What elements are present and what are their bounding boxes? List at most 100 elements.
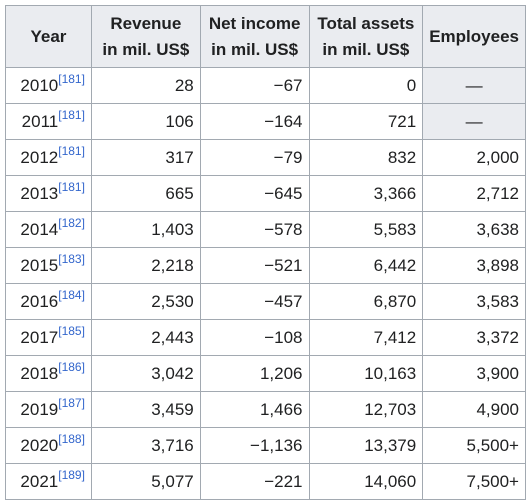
revenue-cell: 1,403 — [90, 211, 201, 248]
year-value: 2011 — [21, 111, 59, 131]
table-row: 2021[189] 5,077 −221 14,060 7,500+ — [5, 463, 526, 500]
year-cell: 2014[182] — [5, 211, 92, 248]
financials-table: Year Revenue in mil. US$ Net income in mil. … — [5, 5, 526, 500]
year-cell: 2019[187] — [5, 391, 92, 428]
employees-cell: 2,000 — [422, 139, 526, 176]
year-value: 2019 — [20, 399, 59, 419]
year-cell: 2017[185] — [5, 319, 92, 356]
net-income-cell: −1,136 — [199, 427, 310, 464]
total-assets-cell: 0 — [308, 67, 424, 104]
employees-cell: 4,900 — [422, 391, 526, 428]
citation-link[interactable]: [181] — [58, 71, 85, 86]
table-row: 2013[181] 665 −645 3,366 2,712 — [5, 175, 526, 212]
employees-cell: 3,638 — [422, 211, 526, 248]
citation-link[interactable]: [184] — [58, 287, 85, 302]
header-label: Net income — [208, 13, 301, 33]
year-cell: 2016[184] — [5, 283, 92, 320]
header-label: Revenue — [110, 13, 182, 33]
citation-link[interactable]: [189] — [58, 467, 85, 482]
year-cell: 2015[183] — [5, 247, 92, 284]
year-value: 2014 — [20, 219, 59, 239]
revenue-header: Revenue in mil. US$ — [90, 5, 201, 68]
table-row: 2018[186] 3,042 1,206 10,163 3,900 — [5, 355, 526, 392]
net-income-cell: −645 — [199, 175, 310, 212]
header-label: in mil. US$ — [211, 39, 299, 59]
citation-ref: [181] — [58, 72, 85, 86]
revenue-cell: 3,459 — [90, 391, 201, 428]
revenue-cell: 28 — [90, 67, 201, 104]
header-label: Year — [30, 26, 67, 46]
citation-link[interactable]: [181] — [58, 143, 85, 158]
total-assets-cell: 5,583 — [308, 211, 424, 248]
citation-link[interactable]: [187] — [58, 395, 85, 410]
year-cell: 2012[181] — [5, 139, 92, 176]
citation-link[interactable]: [188] — [58, 431, 85, 446]
citation-link[interactable]: [181] — [58, 179, 85, 194]
table-row: 2019[187] 3,459 1,466 12,703 4,900 — [5, 391, 526, 428]
year-value: 2018 — [20, 363, 59, 383]
citation-link[interactable]: [186] — [58, 359, 85, 374]
net-income-cell: −578 — [199, 211, 310, 248]
citation-ref: [185] — [58, 324, 85, 338]
table-body: 2010[181] 28 −67 0—2011[181] 106 −164 721—2012… — [5, 67, 526, 500]
revenue-cell: 2,218 — [90, 247, 201, 284]
table-row: 2010[181] 28 −67 0— — [5, 67, 526, 104]
header-label: in mil. US$ — [322, 39, 410, 59]
table-row: 2016[184] 2,530 −457 6,870 3,583 — [5, 283, 526, 320]
year-value: 2020 — [20, 435, 59, 455]
employees-cell: 3,583 — [422, 283, 526, 320]
year-value: 2010 — [20, 75, 59, 95]
year-cell: 2020[188] — [5, 427, 92, 464]
total-assets-cell: 10,163 — [308, 355, 424, 392]
citation-ref: [184] — [58, 288, 85, 302]
year-cell: 2010[181] — [5, 67, 92, 104]
header-label: in mil. US$ — [102, 39, 190, 59]
net-income-cell: −164 — [199, 103, 310, 140]
table-row: 2014[182] 1,403 −578 5,583 3,638 — [5, 211, 526, 248]
citation-ref: [189] — [58, 468, 85, 482]
table-row: 2020[188] 3,716 −1,136 13,379 5,500+ — [5, 427, 526, 464]
total-assets-header: Total assets in mil. US$ — [308, 5, 424, 68]
revenue-cell: 317 — [90, 139, 201, 176]
year-value: 2017 — [20, 327, 59, 347]
year-cell: 2011[181] — [5, 103, 92, 140]
employees-cell: 2,712 — [422, 175, 526, 212]
citation-ref: [182] — [58, 216, 85, 230]
header-label: Total assets — [317, 13, 415, 33]
year-value: 2013 — [20, 183, 59, 203]
citation-link[interactable]: [183] — [58, 251, 85, 266]
citation-link[interactable]: [181] — [58, 107, 85, 122]
net-income-cell: −457 — [199, 283, 310, 320]
employees-header: Employees — [422, 5, 526, 68]
total-assets-cell: 6,442 — [308, 247, 424, 284]
total-assets-cell: 832 — [308, 139, 424, 176]
table-row: 2011[181] 106 −164 721— — [5, 103, 526, 140]
employees-cell: 3,900 — [422, 355, 526, 392]
year-cell: 2018[186] — [5, 355, 92, 392]
citation-ref: [181] — [58, 180, 85, 194]
net-income-cell: −221 — [199, 463, 310, 500]
total-assets-cell: 14,060 — [308, 463, 424, 500]
year-value: 2012 — [20, 147, 59, 167]
revenue-cell: 2,443 — [90, 319, 201, 356]
employees-cell: — — [422, 67, 526, 104]
citation-ref: [186] — [58, 360, 85, 374]
citation-ref: [181] — [58, 108, 85, 122]
net-income-cell: −108 — [199, 319, 310, 356]
total-assets-cell: 12,703 — [308, 391, 424, 428]
citation-ref: [187] — [58, 396, 85, 410]
total-assets-cell: 3,366 — [308, 175, 424, 212]
table-row: 2017[185] 2,443 −108 7,412 3,372 — [5, 319, 526, 356]
revenue-cell: 3,716 — [90, 427, 201, 464]
year-value: 2021 — [20, 471, 59, 491]
citation-ref: [183] — [58, 252, 85, 266]
citation-link[interactable]: [182] — [58, 215, 85, 230]
net-income-cell: −67 — [199, 67, 310, 104]
employees-cell: 3,898 — [422, 247, 526, 284]
total-assets-cell: 13,379 — [308, 427, 424, 464]
total-assets-cell: 7,412 — [308, 319, 424, 356]
citation-link[interactable]: [185] — [58, 323, 85, 338]
revenue-cell: 106 — [90, 103, 201, 140]
employees-cell: 7,500+ — [422, 463, 526, 500]
citation-ref: [188] — [58, 432, 85, 446]
